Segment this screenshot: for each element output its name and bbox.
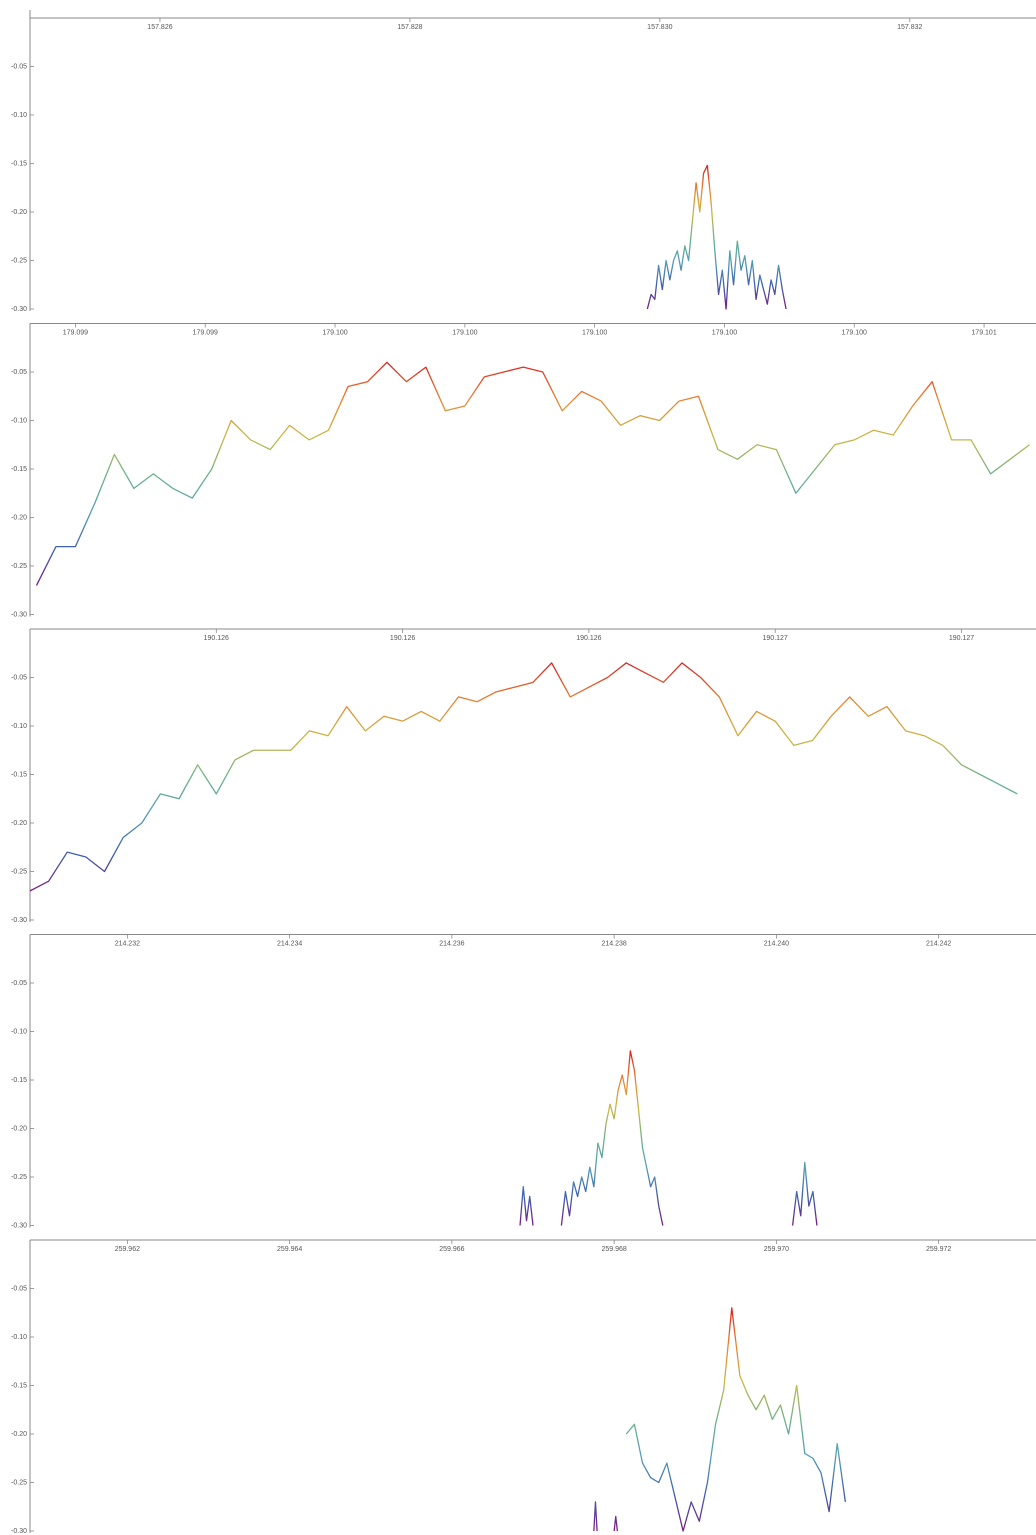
- y-tick-label: -0.30: [11, 1222, 27, 1229]
- x-tick-label: 259.968: [601, 1246, 626, 1253]
- x-tick-label: 190.127: [763, 635, 788, 642]
- y-tick-label: -0.10: [11, 417, 27, 424]
- y-tick-label: -0.20: [11, 1125, 27, 1132]
- x-tick-label: 179.100: [582, 329, 607, 336]
- y-tick-label: -0.25: [11, 563, 27, 570]
- x-tick-label: 259.972: [926, 1246, 951, 1253]
- x-tick-label: 214.232: [115, 940, 140, 947]
- x-tick-label: 179.099: [193, 329, 218, 336]
- x-tick-label: 179.100: [452, 329, 477, 336]
- y-tick-label: -0.25: [11, 1479, 27, 1486]
- y-tick-label: -0.30: [11, 1528, 27, 1535]
- x-tick-label: 179.101: [971, 329, 996, 336]
- y-tick-label: -0.25: [11, 868, 27, 875]
- panel: 179.099 179.099 179.100 179.100 179.100 179.1…: [11, 323, 1036, 618]
- y-tick-label: -0.30: [11, 611, 27, 618]
- panel: 157.826 157.828 157.830 157.832 -0.05 -0.10 -0…: [11, 10, 1036, 313]
- y-tick-label: -0.20: [11, 820, 27, 827]
- x-tick-label: 157.830: [647, 24, 672, 31]
- y-tick-label: -0.05: [11, 674, 27, 681]
- data-line: [35, 361, 1030, 586]
- data-line: [593, 1307, 846, 1532]
- x-tick-label: 259.966: [439, 1246, 464, 1253]
- panel: 190.126 190.126 190.126 190.127 190.127 -0.05…: [11, 628, 1036, 924]
- x-tick-label: 259.970: [764, 1246, 789, 1253]
- x-tick-label: 157.826: [147, 24, 172, 31]
- y-tick-label: -0.05: [11, 980, 27, 987]
- y-tick-label: -0.15: [11, 1382, 27, 1389]
- x-tick-label: 179.100: [322, 329, 347, 336]
- y-tick-label: -0.05: [11, 369, 27, 376]
- y-tick-label: -0.20: [11, 514, 27, 521]
- x-tick-label: 179.100: [842, 329, 867, 336]
- y-tick-label: -0.10: [11, 1334, 27, 1341]
- y-tick-label: -0.20: [11, 209, 27, 216]
- x-tick-label: 157.832: [897, 24, 922, 31]
- x-tick-label: 259.964: [277, 1246, 302, 1253]
- x-tick-label: 157.828: [397, 24, 422, 31]
- x-tick-label: 214.242: [926, 940, 951, 947]
- y-tick-label: -0.10: [11, 723, 27, 730]
- y-tick-label: -0.10: [11, 1028, 27, 1035]
- x-tick-label: 190.127: [949, 635, 974, 642]
- y-tick-label: -0.05: [11, 1285, 27, 1292]
- x-tick-label: 179.100: [712, 329, 737, 336]
- y-tick-label: -0.15: [11, 160, 27, 167]
- y-tick-label: -0.05: [11, 63, 27, 70]
- y-tick-label: -0.10: [11, 112, 27, 119]
- data-line: [30, 662, 1018, 892]
- y-tick-label: -0.20: [11, 1431, 27, 1438]
- data-line: [519, 1050, 818, 1226]
- x-tick-label: 214.238: [601, 940, 626, 947]
- panel: 259.962 259.964 259.966 259.968 259.970 259.9…: [11, 1239, 1036, 1535]
- x-tick-label: 179.099: [63, 329, 88, 336]
- x-tick-label: 190.126: [204, 635, 229, 642]
- x-tick-label: 190.126: [390, 635, 415, 642]
- y-tick-label: -0.25: [11, 1174, 27, 1181]
- panel: 214.232 214.234 214.236 214.238 214.240 214.2…: [11, 934, 1036, 1229]
- y-tick-label: -0.15: [11, 1077, 27, 1084]
- x-tick-label: 214.240: [764, 940, 789, 947]
- y-tick-label: -0.30: [11, 306, 27, 313]
- y-tick-label: -0.15: [11, 771, 27, 778]
- x-tick-label: 214.234: [277, 940, 302, 947]
- y-tick-label: -0.15: [11, 466, 27, 473]
- x-tick-label: 214.236: [439, 940, 464, 947]
- x-tick-label: 190.126: [576, 635, 601, 642]
- y-tick-label: -0.25: [11, 257, 27, 264]
- y-tick-label: -0.30: [11, 917, 27, 924]
- x-tick-label: 259.962: [115, 1246, 140, 1253]
- data-line: [646, 164, 787, 310]
